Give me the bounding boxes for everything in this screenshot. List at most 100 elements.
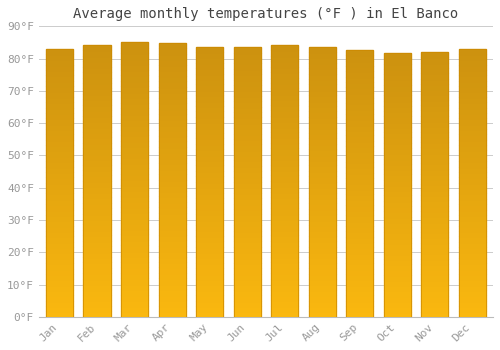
Bar bbox=[46, 113, 73, 118]
Bar bbox=[46, 49, 73, 54]
Bar bbox=[271, 154, 298, 159]
Bar bbox=[121, 300, 148, 306]
Bar bbox=[308, 144, 336, 149]
Bar bbox=[234, 52, 260, 58]
Bar bbox=[308, 166, 336, 171]
Bar bbox=[158, 300, 186, 306]
Bar bbox=[121, 212, 148, 218]
Title: Average monthly temperatures (°F ) in El Banco: Average monthly temperatures (°F ) in El… bbox=[74, 7, 458, 21]
Bar bbox=[271, 45, 298, 317]
Bar bbox=[459, 263, 486, 268]
Bar bbox=[84, 224, 110, 230]
Bar bbox=[46, 156, 73, 161]
Bar bbox=[308, 63, 336, 68]
Bar bbox=[459, 231, 486, 236]
Bar bbox=[271, 50, 298, 56]
Bar bbox=[46, 140, 73, 145]
Bar bbox=[46, 70, 73, 75]
Bar bbox=[384, 190, 411, 196]
Bar bbox=[196, 268, 223, 274]
Bar bbox=[158, 43, 186, 48]
Bar bbox=[384, 301, 411, 306]
Bar bbox=[459, 129, 486, 134]
Bar bbox=[84, 208, 110, 214]
Bar bbox=[84, 170, 110, 175]
Bar bbox=[196, 128, 223, 133]
Bar bbox=[84, 45, 110, 50]
Bar bbox=[422, 78, 448, 84]
Bar bbox=[459, 102, 486, 107]
Bar bbox=[84, 175, 110, 181]
Bar bbox=[346, 210, 374, 216]
Bar bbox=[459, 306, 486, 312]
Bar bbox=[422, 179, 448, 184]
Bar bbox=[121, 273, 148, 278]
Bar bbox=[121, 289, 148, 295]
Bar bbox=[459, 86, 486, 91]
Bar bbox=[84, 241, 110, 246]
Bar bbox=[271, 170, 298, 175]
Bar bbox=[84, 78, 110, 83]
Bar bbox=[196, 139, 223, 144]
Bar bbox=[346, 141, 374, 146]
Bar bbox=[158, 108, 186, 114]
Bar bbox=[84, 61, 110, 67]
Bar bbox=[196, 236, 223, 241]
Bar bbox=[196, 52, 223, 57]
Bar bbox=[459, 188, 486, 194]
Bar bbox=[84, 246, 110, 252]
Bar bbox=[271, 208, 298, 214]
Bar bbox=[46, 210, 73, 215]
Bar bbox=[308, 187, 336, 192]
Bar bbox=[422, 110, 448, 116]
Bar bbox=[158, 180, 186, 185]
Bar bbox=[384, 211, 411, 217]
Bar bbox=[384, 159, 411, 164]
Bar bbox=[84, 94, 110, 99]
Bar bbox=[308, 214, 336, 219]
Bar bbox=[158, 218, 186, 224]
Bar bbox=[234, 117, 260, 123]
Bar bbox=[158, 48, 186, 54]
Bar bbox=[384, 174, 411, 180]
Bar bbox=[346, 264, 374, 269]
Bar bbox=[158, 43, 186, 317]
Bar bbox=[346, 199, 374, 205]
Bar bbox=[346, 312, 374, 317]
Bar bbox=[196, 171, 223, 176]
Bar bbox=[459, 242, 486, 247]
Bar bbox=[422, 237, 448, 243]
Bar bbox=[422, 147, 448, 153]
Bar bbox=[121, 207, 148, 212]
Bar bbox=[422, 301, 448, 306]
Bar bbox=[271, 284, 298, 289]
Bar bbox=[46, 97, 73, 102]
Bar bbox=[158, 81, 186, 86]
Bar bbox=[459, 75, 486, 81]
Bar bbox=[84, 121, 110, 127]
Bar bbox=[196, 95, 223, 101]
Bar bbox=[84, 284, 110, 289]
Bar bbox=[196, 193, 223, 198]
Bar bbox=[346, 168, 374, 173]
Bar bbox=[346, 88, 374, 93]
Bar bbox=[459, 252, 486, 258]
Bar bbox=[422, 57, 448, 63]
Bar bbox=[196, 312, 223, 317]
Bar bbox=[271, 246, 298, 252]
Bar bbox=[121, 158, 148, 163]
Bar bbox=[121, 278, 148, 284]
Bar bbox=[46, 54, 73, 59]
Bar bbox=[121, 202, 148, 207]
Bar bbox=[46, 199, 73, 204]
Bar bbox=[422, 259, 448, 264]
Bar bbox=[271, 203, 298, 208]
Bar bbox=[121, 58, 148, 64]
Bar bbox=[84, 105, 110, 110]
Bar bbox=[308, 111, 336, 117]
Bar bbox=[234, 285, 260, 290]
Bar bbox=[234, 198, 260, 204]
Bar bbox=[346, 231, 374, 237]
Bar bbox=[422, 52, 448, 57]
Bar bbox=[196, 63, 223, 68]
